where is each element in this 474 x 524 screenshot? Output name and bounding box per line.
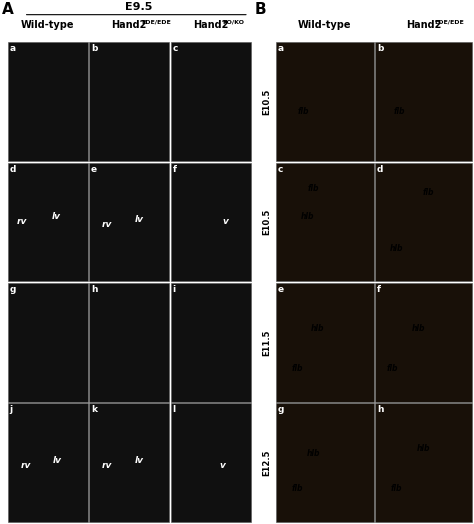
Text: b: b <box>377 45 383 53</box>
Text: EDE/EDE: EDE/EDE <box>141 20 171 25</box>
Text: v: v <box>222 217 228 226</box>
Text: e: e <box>278 285 284 294</box>
Text: hlb: hlb <box>412 324 426 333</box>
Text: hlb: hlb <box>390 244 403 253</box>
Text: flb: flb <box>292 364 303 373</box>
Text: Wild-type: Wild-type <box>21 20 74 30</box>
Text: rv: rv <box>20 461 31 470</box>
Text: A: A <box>2 2 14 17</box>
Text: flb: flb <box>387 364 398 373</box>
Bar <box>171 162 250 281</box>
Text: g: g <box>9 285 16 294</box>
Bar <box>89 403 169 522</box>
Text: Hand2: Hand2 <box>111 20 147 30</box>
Bar <box>171 283 250 402</box>
Bar <box>171 42 250 161</box>
Bar <box>276 403 374 522</box>
Text: rv: rv <box>101 461 112 470</box>
Text: b: b <box>91 45 98 53</box>
Text: i: i <box>173 285 175 294</box>
Text: h: h <box>91 285 98 294</box>
Text: hlb: hlb <box>417 444 430 453</box>
Text: lv: lv <box>134 456 143 465</box>
Text: lv: lv <box>53 456 62 465</box>
Text: g: g <box>278 406 284 414</box>
Text: a: a <box>278 45 284 53</box>
Bar <box>276 162 374 281</box>
Text: c: c <box>173 45 178 53</box>
Text: k: k <box>91 406 97 414</box>
Bar <box>375 162 472 281</box>
Text: E10.5: E10.5 <box>262 89 271 115</box>
Bar <box>171 403 250 522</box>
Bar <box>276 42 374 161</box>
Text: l: l <box>173 406 175 414</box>
Bar <box>89 42 169 161</box>
Bar <box>8 283 88 402</box>
Text: f: f <box>377 285 381 294</box>
Bar <box>375 42 472 161</box>
Text: d: d <box>377 165 383 173</box>
Text: c: c <box>278 165 283 173</box>
Text: flb: flb <box>391 484 402 494</box>
Text: Hand2: Hand2 <box>406 20 441 30</box>
Text: E12.5: E12.5 <box>262 450 271 476</box>
Bar <box>8 403 88 522</box>
Text: e: e <box>91 165 97 173</box>
Text: rv: rv <box>101 220 112 229</box>
Bar <box>375 283 472 402</box>
Bar <box>8 42 88 161</box>
Text: flb: flb <box>298 106 309 116</box>
Text: EDE/EDE: EDE/EDE <box>434 20 464 25</box>
Text: KO/KO: KO/KO <box>222 20 245 25</box>
Text: j: j <box>9 406 13 414</box>
Bar <box>89 283 169 402</box>
Text: flb: flb <box>393 106 405 116</box>
Text: f: f <box>173 165 176 173</box>
Text: a: a <box>9 45 16 53</box>
Text: hlb: hlb <box>306 449 320 458</box>
Bar <box>375 403 472 522</box>
Text: Hand2: Hand2 <box>193 20 228 30</box>
Text: lv: lv <box>134 215 143 224</box>
Bar <box>89 162 169 281</box>
Text: Wild-type: Wild-type <box>298 20 352 30</box>
Text: B: B <box>255 2 267 17</box>
Text: flb: flb <box>292 484 303 494</box>
Text: h: h <box>377 406 383 414</box>
Text: hlb: hlb <box>310 324 324 333</box>
Bar <box>276 283 374 402</box>
Text: lv: lv <box>51 212 60 221</box>
Bar <box>8 162 88 281</box>
Text: E11.5: E11.5 <box>262 329 271 356</box>
Text: hlb: hlb <box>301 212 314 221</box>
Text: E9.5: E9.5 <box>125 2 152 12</box>
Text: v: v <box>219 461 226 470</box>
Text: d: d <box>9 165 16 173</box>
Text: E10.5: E10.5 <box>262 209 271 235</box>
Text: flb: flb <box>423 188 434 197</box>
Text: rv: rv <box>17 217 27 226</box>
Text: flb: flb <box>307 184 319 193</box>
